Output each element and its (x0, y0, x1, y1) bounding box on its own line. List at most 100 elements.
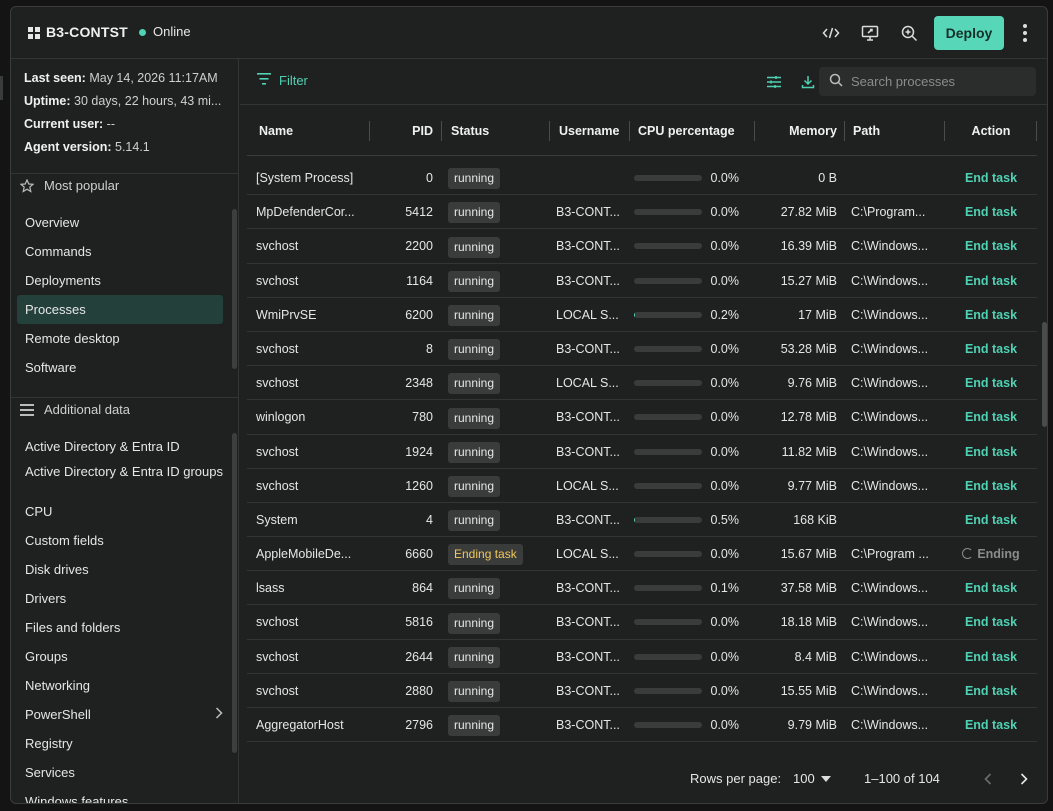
search-box[interactable] (819, 67, 1036, 96)
end-task-button[interactable]: End task (964, 307, 1018, 322)
end-task-button[interactable]: End task (964, 239, 1018, 254)
end-task-button[interactable]: End task (964, 683, 1018, 698)
column-settings-icon[interactable] (764, 72, 784, 92)
col-pid[interactable]: PID (370, 106, 442, 156)
deploy-button[interactable]: Deploy (934, 16, 1004, 50)
search-input[interactable] (851, 74, 1021, 89)
end-task-button[interactable]: End task (964, 376, 1018, 391)
process-status: running (442, 674, 550, 708)
end-task-button[interactable]: End task (964, 410, 1018, 425)
additional-scrollbar[interactable] (232, 433, 237, 753)
code-icon[interactable] (819, 21, 843, 45)
process-action: End task (945, 366, 1037, 400)
table-row: System 4 running B3-CONT... 0.5% 168 KiB End t… (247, 503, 1037, 538)
end-task-button[interactable]: End task (964, 512, 1018, 527)
process-pid: 6200 (405, 307, 433, 322)
sidebar-item-active-directory-entra-id-groups[interactable]: Active Directory & Entra ID groups (17, 461, 223, 497)
process-cpu: 0.0% (630, 161, 755, 195)
next-page-icon[interactable] (1012, 767, 1036, 791)
table-row: svchost 1164 running B3-CONT... 0.0% 15.27 Mi… (247, 264, 1037, 298)
cpu-value: 0.0% (710, 376, 740, 391)
process-cpu: 0.1% (630, 571, 755, 605)
process-name: svchost (256, 478, 299, 493)
popular-scrollbar[interactable] (232, 209, 237, 369)
sidebar-item-software[interactable]: Software (25, 360, 77, 375)
end-task-button[interactable]: End task (964, 273, 1018, 288)
additional-data-header[interactable]: Additional data (11, 397, 239, 421)
table-scrollbar[interactable] (1042, 322, 1047, 427)
table-row: svchost 2348 running LOCAL S... 0.0% 9.76 MiB… (247, 366, 1037, 401)
end-task-button[interactable]: End task (964, 718, 1018, 732)
sidebar-item-disk-drives[interactable]: Disk drives (17, 555, 223, 584)
remote-screen-icon[interactable] (858, 21, 882, 45)
table-row: [System Process] 0 running 0.0% 0 B End task (247, 161, 1037, 196)
spinner-icon (962, 548, 974, 560)
col-memory[interactable]: Memory (755, 106, 845, 156)
process-action: End task (945, 571, 1037, 605)
process-username: B3-CONT... (556, 273, 620, 288)
rows-per-page-select[interactable]: 100 (793, 771, 831, 786)
process-path: C:\Program... (851, 205, 926, 220)
process-name: [System Process] (256, 171, 354, 185)
sidebar-item-label: PowerShell (25, 707, 91, 722)
process-path: C:\Windows... (851, 581, 929, 596)
sidebar-item-drivers[interactable]: Drivers (17, 584, 223, 613)
filter-button[interactable]: Filter (257, 73, 308, 88)
process-pid: 5412 (405, 205, 433, 220)
end-task-button[interactable]: End task (964, 444, 1018, 459)
table-row: WmiPrvSE 6200 running LOCAL S... 0.2% 17 MiB C… (247, 298, 1037, 332)
process-path: C:\Windows... (851, 239, 929, 254)
end-task-button[interactable]: End task (964, 341, 1018, 356)
sidebar-item-registry[interactable]: Registry (17, 729, 223, 758)
process-status: running (442, 640, 550, 674)
sidebar-item-cpu[interactable]: CPU (17, 497, 223, 526)
process-name: svchost (256, 683, 299, 698)
end-task-button[interactable]: End task (964, 205, 1018, 220)
process-path: C:\Windows... (851, 649, 929, 664)
process-action: End task (945, 674, 1037, 708)
end-task-button[interactable]: End task (964, 615, 1018, 630)
sidebar-item-networking[interactable]: Networking (17, 671, 223, 700)
sidebar-item-remote-desktop[interactable]: Remote desktop (25, 331, 120, 346)
end-task-button[interactable]: End task (964, 581, 1018, 596)
sidebar-item-powershell[interactable]: PowerShell (17, 700, 223, 729)
end-task-button[interactable]: End task (964, 649, 1018, 664)
sidebar-item-deployments[interactable]: Deployments (25, 273, 101, 288)
col-cpu[interactable]: CPU percentage (630, 106, 755, 156)
download-icon[interactable] (798, 72, 818, 92)
sidebar-item-services[interactable]: Services (17, 758, 223, 787)
process-path: C:\Windows... (851, 410, 929, 425)
processes-toolbar: Filter (240, 59, 1047, 105)
process-status: running (442, 298, 550, 332)
sidebar-item-processes[interactable]: Processes (17, 295, 223, 324)
search-zoom-icon[interactable] (897, 21, 921, 45)
cpu-bar (634, 380, 702, 387)
col-username[interactable]: Username (550, 106, 630, 156)
most-popular-header[interactable]: Most popular (11, 173, 239, 197)
end-task-button[interactable]: End task (964, 478, 1018, 493)
rows-per-page-label: Rows per page: (690, 771, 782, 786)
sidebar-item-custom-fields[interactable]: Custom fields (17, 526, 223, 555)
end-task-button[interactable]: End task (964, 171, 1018, 185)
col-action[interactable]: Action (945, 106, 1037, 156)
cpu-bar (634, 209, 702, 216)
cpu-bar (634, 551, 702, 558)
process-name: svchost (256, 444, 299, 459)
sidebar-item-active-directory-entra-id[interactable]: Active Directory & Entra ID (17, 432, 223, 461)
process-path: C:\Windows... (851, 376, 929, 391)
sidebar-item-overview[interactable]: Overview (25, 215, 80, 230)
more-vert-icon[interactable] (1015, 21, 1035, 45)
prev-page-icon[interactable] (976, 767, 1000, 791)
sidebar-item-commands[interactable]: Commands (25, 244, 92, 259)
sidebar-item-files-and-folders[interactable]: Files and folders (17, 613, 223, 642)
process-path: C:\Windows... (851, 341, 929, 356)
sidebar-item-groups[interactable]: Groups (17, 642, 223, 671)
col-path[interactable]: Path (845, 106, 945, 156)
col-name[interactable]: Name (247, 106, 370, 156)
status-badge: running (448, 407, 501, 429)
sidebar-item-windows-features[interactable]: Windows features (17, 787, 223, 803)
process-cpu: 0.0% (630, 195, 755, 229)
process-cpu: 0.0% (630, 400, 755, 434)
table-row: svchost 1924 running B3-CONT... 0.0% 11.82 Mi… (247, 435, 1037, 469)
col-status[interactable]: Status (442, 106, 550, 156)
